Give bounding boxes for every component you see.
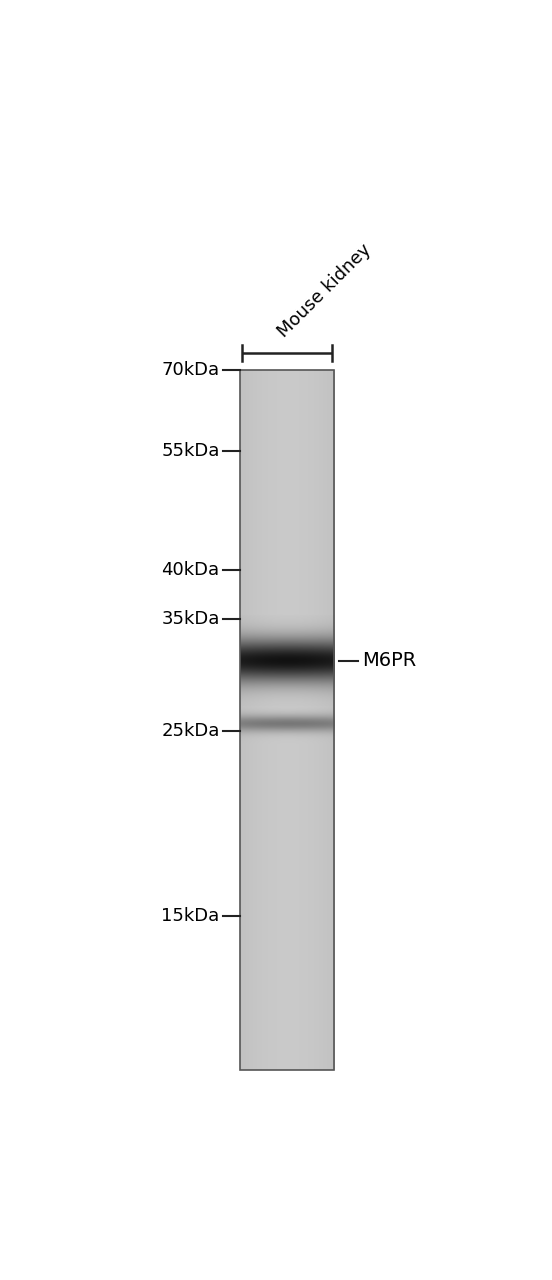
- Text: Mouse kidney: Mouse kidney: [274, 241, 375, 340]
- Text: M6PR: M6PR: [362, 652, 416, 671]
- Text: 70kDa: 70kDa: [162, 361, 220, 379]
- Text: 25kDa: 25kDa: [161, 722, 220, 740]
- Text: 15kDa: 15kDa: [161, 908, 220, 925]
- Text: 35kDa: 35kDa: [161, 609, 220, 628]
- Bar: [240, 370, 335, 1070]
- Text: 55kDa: 55kDa: [161, 442, 220, 460]
- Text: 40kDa: 40kDa: [162, 561, 220, 579]
